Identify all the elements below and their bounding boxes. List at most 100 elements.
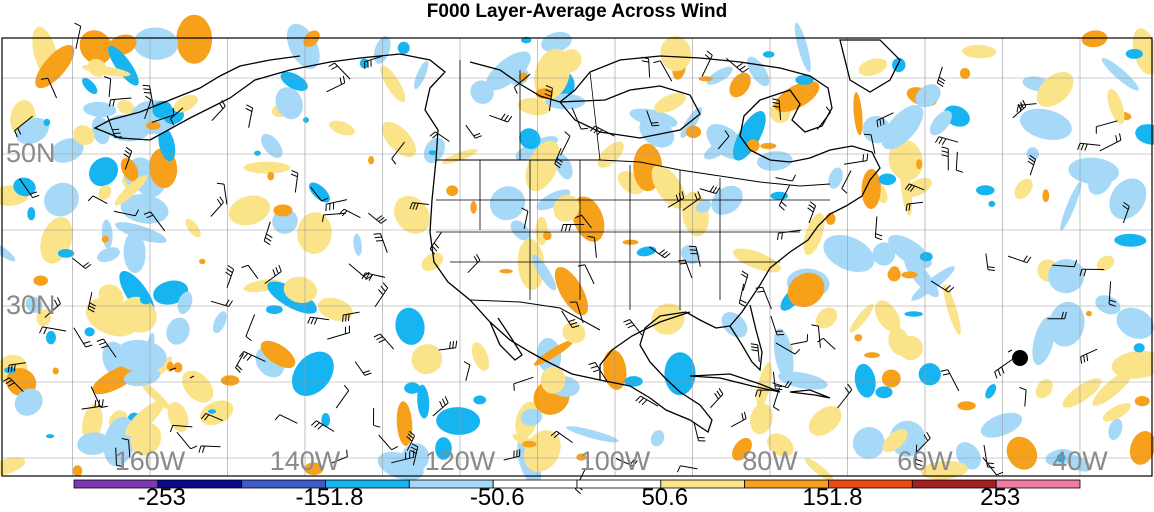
wind-barb: [211, 300, 233, 307]
wind-barb: [702, 51, 712, 77]
shaded-contour-core: [254, 151, 261, 156]
shaded-contour-region: [37, 176, 85, 223]
wind-barb: [561, 132, 571, 156]
shaded-contour-core: [976, 185, 995, 195]
wind-barb: [308, 317, 329, 324]
shaded-contour-core: [221, 375, 240, 385]
wind-barb: [504, 449, 520, 460]
wind-barb: [812, 325, 821, 348]
shaded-contour-core: [33, 276, 48, 286]
shaded-contour-core: [173, 362, 182, 372]
wind-barb: [374, 234, 388, 253]
shaded-field-layer: [0, 15, 1154, 489]
wind-barb: [489, 114, 512, 122]
wind-barb: [986, 254, 995, 271]
marker-dot: [1012, 350, 1028, 366]
wind-barb: [199, 446, 221, 453]
shaded-contour-core: [473, 395, 486, 404]
shaded-contour-core: [901, 271, 917, 278]
shaded-contour-region: [803, 400, 847, 442]
shaded-contour-core: [146, 122, 160, 130]
shaded-contour-region: [1032, 376, 1056, 402]
wind-barb: [439, 341, 457, 350]
wind-barb: [468, 254, 480, 273]
shaded-contour-core: [916, 159, 922, 169]
shaded-contour-region: [1011, 175, 1037, 202]
wind-barb: [104, 77, 111, 97]
wind-barb: [1081, 349, 1098, 364]
shaded-contour-region: [406, 339, 447, 380]
shaded-contour-core: [53, 368, 59, 375]
shaded-contour-region: [306, 179, 334, 206]
colorbar-tick-label: 50.6: [641, 484, 688, 512]
shaded-contour-core: [543, 231, 552, 240]
shaded-contour-core: [46, 331, 56, 344]
wind-barb: [226, 265, 234, 287]
shaded-contour-core: [266, 305, 283, 314]
shaded-contour-core: [1126, 49, 1143, 59]
shaded-contour-region: [1104, 87, 1128, 126]
shaded-contour-core: [699, 76, 713, 81]
shaded-contour-core: [1135, 396, 1150, 406]
wind-barb: [349, 264, 373, 279]
wind-barb: [739, 284, 746, 307]
shaded-contour-core: [1042, 189, 1049, 202]
shaded-contour-region: [1126, 428, 1154, 468]
shaded-contour-region: [163, 314, 194, 348]
shaded-contour-region: [176, 365, 219, 409]
shaded-contour-region: [411, 59, 431, 90]
baja-california: [490, 318, 522, 360]
shaded-contour-core: [760, 143, 776, 149]
shaded-contour-region: [225, 191, 273, 230]
latitude-label: 50N: [6, 138, 56, 168]
shaded-contour-region: [792, 22, 814, 74]
shaded-contour-region: [648, 428, 666, 448]
wind-barb: [362, 273, 385, 281]
longitude-label: 160W: [115, 446, 186, 476]
shaded-contour-region: [1057, 180, 1084, 232]
shaded-contour-region: [376, 63, 409, 106]
shaded-contour-region: [892, 58, 905, 72]
shaded-contour-core: [826, 213, 836, 225]
colorbar-tick-label: 151.8: [802, 484, 862, 512]
longitude-label: 120W: [425, 446, 496, 476]
wind-barb: [1020, 388, 1027, 407]
shaded-contour-core: [470, 201, 476, 214]
shaded-contour-region: [658, 34, 694, 74]
shaded-contour-core: [85, 327, 95, 336]
shaded-contour-region: [1133, 122, 1154, 147]
shaded-contour-core: [73, 465, 83, 476]
shaded-contour-core: [904, 311, 923, 316]
longitude-label: 140W: [270, 446, 341, 476]
wind-barb: [368, 213, 386, 223]
shaded-contour-region: [436, 406, 481, 435]
shaded-contour-region: [283, 343, 342, 404]
shaded-contour-core: [623, 240, 639, 245]
shaded-contour-region: [881, 368, 902, 388]
shaded-contour-region: [664, 352, 695, 395]
shaded-contour-core: [875, 386, 892, 398]
wind-barb: [1096, 121, 1117, 134]
wind-barb: [776, 175, 796, 181]
shaded-contour-region: [1099, 55, 1142, 94]
shaded-contour-region: [852, 362, 878, 399]
wind-barb: [264, 222, 272, 245]
wind-barb: [935, 137, 958, 145]
wind-barb: [327, 326, 349, 340]
shaded-contour-region: [818, 228, 881, 280]
shaded-contour-core: [957, 401, 975, 410]
wind-barb: [731, 412, 746, 427]
wind-barb: [995, 358, 1015, 378]
shaded-contour-core: [747, 139, 760, 152]
shaded-contour-region: [257, 130, 287, 162]
shaded-contour-core: [960, 68, 970, 79]
colorbar-tick-label: -50.6: [470, 484, 525, 512]
shaded-contour-region: [176, 15, 212, 64]
shaded-contour-region: [918, 362, 942, 386]
shaded-contour-region: [852, 92, 864, 136]
shaded-contour-region: [484, 180, 531, 226]
wind-barb: [694, 423, 705, 441]
shaded-contour-region: [1001, 431, 1044, 475]
colorbar-tick-label: -253: [138, 484, 186, 512]
